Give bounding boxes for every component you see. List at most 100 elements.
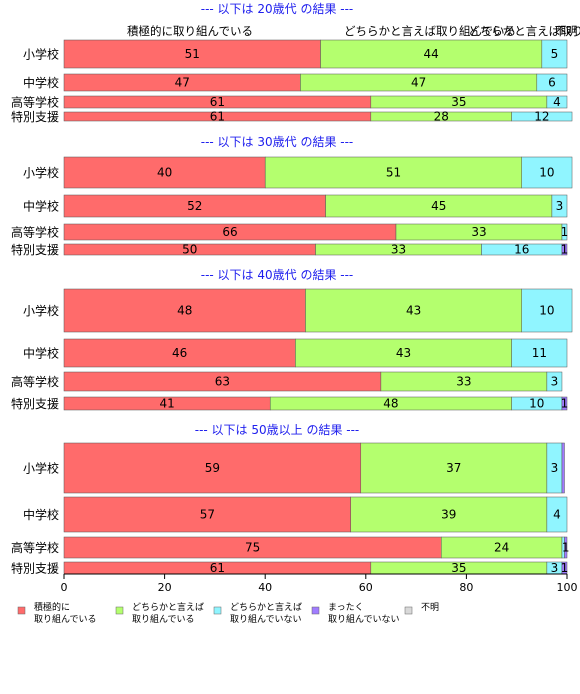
x-tick-label: 40 — [258, 581, 272, 594]
data-label: 1 — [561, 225, 569, 239]
legend-label: 不明 — [421, 602, 439, 613]
data-label: 40 — [157, 166, 172, 180]
bar-segment — [521, 156, 573, 189]
data-label: 3 — [556, 199, 564, 213]
legend-swatch — [311, 606, 320, 615]
data-label: 63 — [215, 375, 230, 389]
data-label: 10 — [529, 397, 544, 411]
bar-segment — [546, 95, 568, 109]
data-label: 66 — [222, 225, 237, 239]
bar-segment — [536, 73, 568, 92]
x-tick-label: 20 — [158, 581, 172, 594]
data-label: 35 — [451, 561, 466, 575]
bar-segment — [63, 496, 351, 533]
header-label: どちらかと言えば取り組んでいる — [344, 24, 516, 38]
data-label: 46 — [172, 346, 187, 360]
x-tick-label: 100 — [557, 581, 578, 594]
data-label: 37 — [446, 461, 461, 475]
bar-segment — [561, 442, 565, 494]
data-label: 4 — [553, 95, 561, 109]
data-label: 16 — [514, 243, 529, 257]
legend-label: 取り組んでいない — [328, 613, 400, 625]
bar-segment — [541, 39, 568, 69]
data-label: 43 — [396, 346, 411, 360]
data-label: 33 — [471, 225, 486, 239]
bar-segment — [561, 223, 568, 241]
bar-segment — [511, 338, 568, 368]
bar-segment — [63, 442, 362, 494]
data-label: 43 — [406, 304, 421, 318]
data-label: 39 — [441, 508, 456, 522]
data-label: 12 — [534, 110, 549, 124]
data-label: 6 — [548, 76, 556, 90]
legend-label: 積極的に — [34, 601, 70, 613]
data-label: 33 — [456, 375, 471, 389]
category-label: 小学校 — [23, 303, 59, 318]
chart-panel: --- 以下は 40歳代 の結果 --- 小学校 48 43 10 中学校 46 43 11 高等… — [11, 268, 573, 411]
data-label: 1 — [561, 561, 569, 575]
data-label: 52 — [187, 199, 202, 213]
bar-segment — [561, 396, 568, 411]
data-label: 1 — [561, 397, 569, 411]
data-label: 48 — [177, 304, 192, 318]
legend-item: 不明 — [404, 602, 439, 615]
data-label: 4 — [553, 508, 561, 522]
chart-panel: --- 以下は 50歳以上 の結果 --- 小学校 59 37 3 中学校 57 39 4 高等学… — [11, 423, 570, 576]
data-label: 61 — [210, 95, 225, 109]
category-label: 小学校 — [23, 461, 59, 476]
category-label: 中学校 — [23, 199, 59, 214]
data-label: 47 — [411, 76, 426, 90]
category-label: 小学校 — [23, 165, 59, 180]
data-label: 59 — [205, 461, 220, 475]
bar-segment — [561, 243, 568, 256]
bar-segment — [63, 288, 306, 333]
data-label: 51 — [185, 47, 200, 61]
chart-panel: --- 以下は 20歳代 の結果 --- 小学校 51 44 5 中学校 47 47 6 高等学校… — [11, 2, 573, 124]
category-label: 特別支援 — [11, 109, 59, 124]
x-tick-label: 0 — [61, 581, 68, 594]
data-label: 10 — [539, 166, 554, 180]
legend-item: どちらかと言えば取り組んでいる — [115, 601, 204, 625]
data-label: 3 — [551, 561, 559, 575]
legend-swatch — [17, 606, 26, 615]
bar-segment — [63, 156, 266, 189]
data-label: 75 — [245, 541, 260, 555]
legend-label: 取り組んでいる — [34, 613, 97, 625]
bar-segment — [551, 194, 568, 218]
panel-title: --- 以下は 30歳代 の結果 --- — [201, 135, 354, 149]
legend-item: 積極的に取り組んでいる — [17, 601, 97, 625]
category-label: 中学校 — [23, 75, 59, 90]
data-label: 24 — [494, 541, 509, 555]
data-label: 48 — [383, 397, 398, 411]
bar-segment — [63, 338, 296, 368]
legend-label: 取り組んでいる — [132, 613, 195, 625]
data-label: 28 — [434, 110, 449, 124]
category-label: 小学校 — [23, 47, 59, 62]
bar-segment — [295, 338, 512, 368]
legend-swatch — [213, 606, 222, 615]
category-label: 高等学校 — [11, 95, 59, 110]
legend-label: どちらかと言えば — [132, 601, 204, 613]
data-label: 10 — [539, 304, 554, 318]
data-label: 1 — [562, 541, 570, 555]
data-label: 41 — [159, 397, 174, 411]
category-label: 中学校 — [23, 507, 59, 522]
panel-title: --- 以下は 20歳代 の結果 --- — [201, 2, 354, 16]
bar-segment — [264, 156, 522, 189]
bar-segment — [546, 371, 563, 392]
data-label: 44 — [424, 47, 439, 61]
legend-label: どちらかと言えば — [230, 601, 302, 613]
category-label: 中学校 — [23, 346, 59, 361]
data-label: 5 — [551, 47, 559, 61]
category-label: 高等学校 — [11, 225, 59, 240]
data-label: 50 — [182, 243, 197, 257]
data-label: 47 — [175, 76, 190, 90]
legend-swatch — [404, 606, 413, 615]
data-label: 35 — [451, 95, 466, 109]
legend-swatch — [115, 606, 124, 615]
data-label: 57 — [200, 508, 215, 522]
data-label: 3 — [551, 461, 559, 475]
